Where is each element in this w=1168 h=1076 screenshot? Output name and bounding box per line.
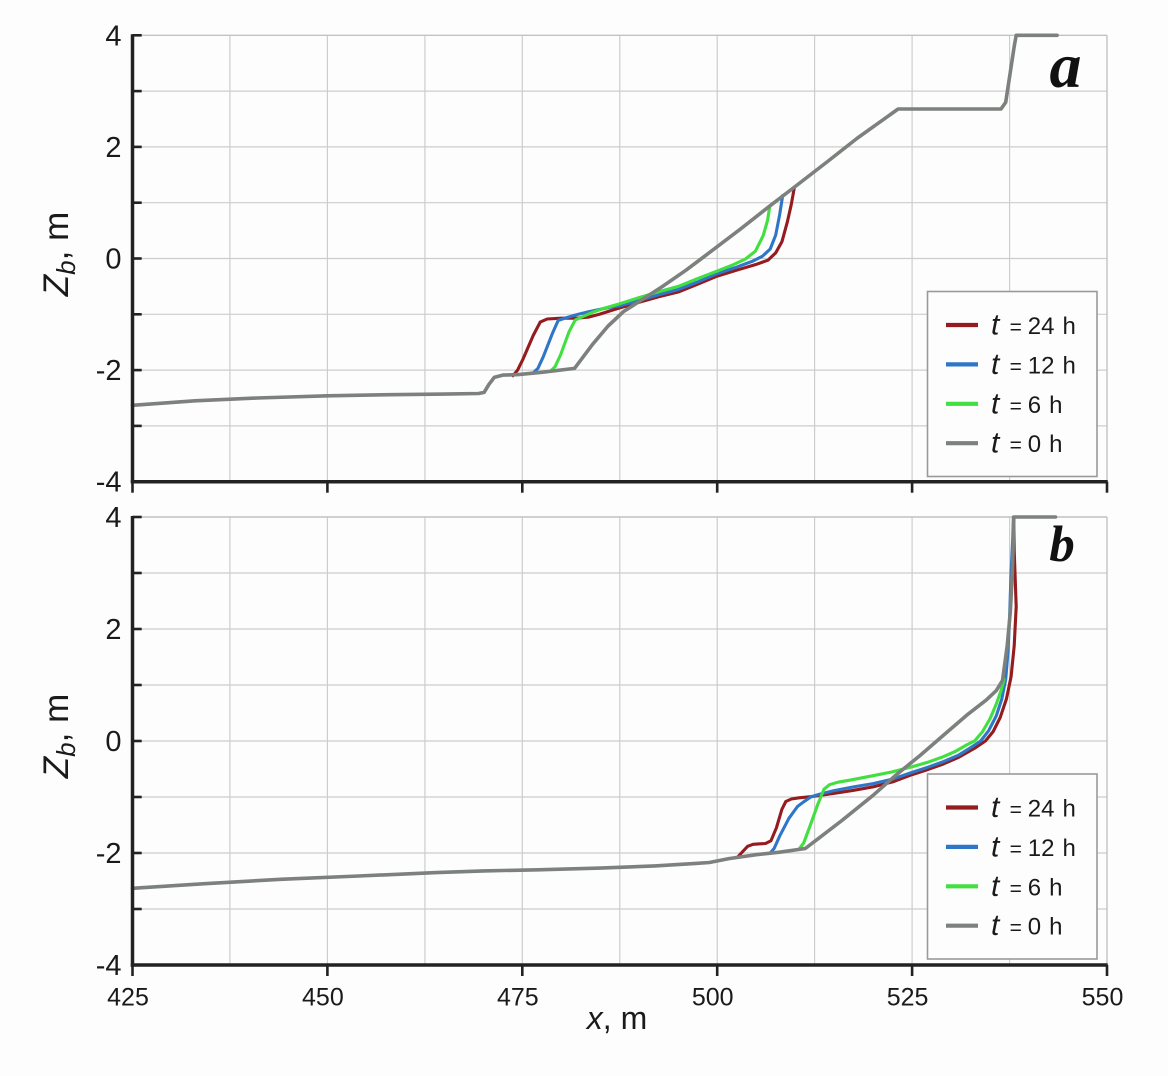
svg-text:0: 0 (105, 726, 121, 758)
svg-text:Zb, m: Zb, m (37, 212, 81, 297)
svg-text:b: b (1049, 517, 1075, 573)
svg-text:0: 0 (105, 244, 121, 276)
svg-text:Zb, m: Zb, m (37, 694, 81, 779)
svg-text:550: 550 (1082, 984, 1124, 1012)
svg-text:450: 450 (302, 984, 344, 1012)
svg-text:4: 4 (105, 20, 121, 52)
svg-text:500: 500 (692, 984, 734, 1012)
svg-text:-2: -2 (96, 355, 122, 387)
svg-text:525: 525 (887, 984, 929, 1012)
svg-text:4: 4 (105, 502, 121, 534)
svg-text:2: 2 (105, 132, 121, 164)
svg-text:425: 425 (107, 984, 149, 1012)
svg-text:x, m: x, m (585, 1000, 647, 1036)
svg-text:475: 475 (497, 984, 539, 1012)
svg-text:a: a (1050, 30, 1082, 101)
svg-text:-4: -4 (96, 950, 122, 982)
svg-text:-2: -2 (96, 838, 122, 870)
svg-text:-4: -4 (96, 467, 122, 499)
svg-text:2: 2 (105, 614, 121, 646)
